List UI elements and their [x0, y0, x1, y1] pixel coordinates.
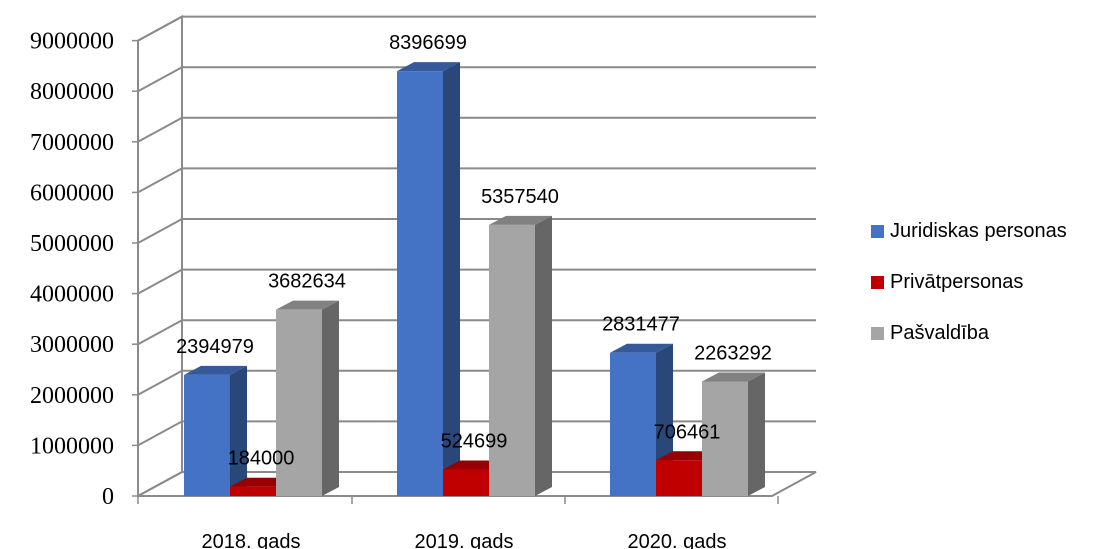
y-tick-label: 9000000 [30, 29, 114, 55]
y-tick-label: 1000000 [30, 433, 114, 459]
bar-front [489, 225, 535, 496]
y-tick-label: 6000000 [30, 180, 114, 206]
y-tick-label: 0 [102, 484, 114, 510]
y-tick-label: 3000000 [30, 332, 114, 358]
data-label: 8396699 [389, 32, 467, 54]
gridline [138, 168, 816, 192]
y-tick-label: 8000000 [30, 79, 114, 105]
legend-swatch-pasvaldiba [871, 327, 884, 340]
data-label: 5357540 [481, 186, 559, 208]
gridline [138, 118, 816, 142]
legend-label-privatpersonas: Privātpersonas [890, 271, 1023, 294]
gridline [138, 219, 816, 243]
y-tick-label: 7000000 [30, 130, 114, 156]
bar [489, 216, 552, 496]
legend-item-juridiskas: Juridiskas personas [871, 218, 1111, 245]
y-tick-label: 2000000 [30, 383, 114, 409]
data-label: 524699 [441, 430, 508, 452]
x-axis-ticks: 2018. gads 2019. gads 2020. gads [138, 496, 778, 549]
data-label: 3682634 [268, 271, 346, 293]
gridline [138, 17, 816, 41]
x-tick-label: 2020. gads [628, 531, 727, 549]
data-label: 2831477 [602, 314, 680, 336]
legend-label-juridiskas: Juridiskas personas [890, 220, 1067, 243]
y-axis-ticks: 0 1000000 2000000 3000000 4000000 5000000 6000… [30, 29, 138, 510]
x-tick-label: 2018. gads [202, 531, 301, 549]
bar-front [184, 375, 230, 496]
x-tick-label: 2019. gads [415, 531, 514, 549]
bar-side [535, 216, 552, 496]
gridline [138, 67, 816, 91]
legend-swatch-privatpersonas [871, 276, 884, 289]
data-label: 184000 [228, 448, 295, 470]
bar [184, 366, 247, 496]
bar-side [230, 366, 247, 496]
y-tick-label: 4000000 [30, 282, 114, 308]
bar-front [230, 487, 276, 496]
bar-side [748, 372, 765, 496]
data-labels: 2394979 184000 3682634 8396699 524699 5357540… [176, 32, 772, 470]
y-tick-label: 5000000 [30, 231, 114, 257]
legend-item-privatpersonas: Privātpersonas [871, 269, 1111, 296]
bar-front [610, 353, 656, 496]
data-label: 2394979 [176, 336, 254, 358]
bar-front [397, 71, 443, 496]
legend-label-pasvaldiba: Pašvaldība [890, 322, 989, 345]
bar-front [443, 469, 489, 496]
legend: Juridiskas personas Privātpersonas Pašva… [871, 218, 1111, 371]
gridline [138, 270, 816, 294]
legend-swatch-juridiskas [871, 225, 884, 238]
bar-front [656, 460, 702, 496]
bar-side [322, 301, 339, 496]
data-label: 706461 [654, 421, 721, 443]
data-label: 2263292 [694, 342, 772, 364]
legend-item-pasvaldiba: Pašvaldība [871, 320, 1111, 347]
